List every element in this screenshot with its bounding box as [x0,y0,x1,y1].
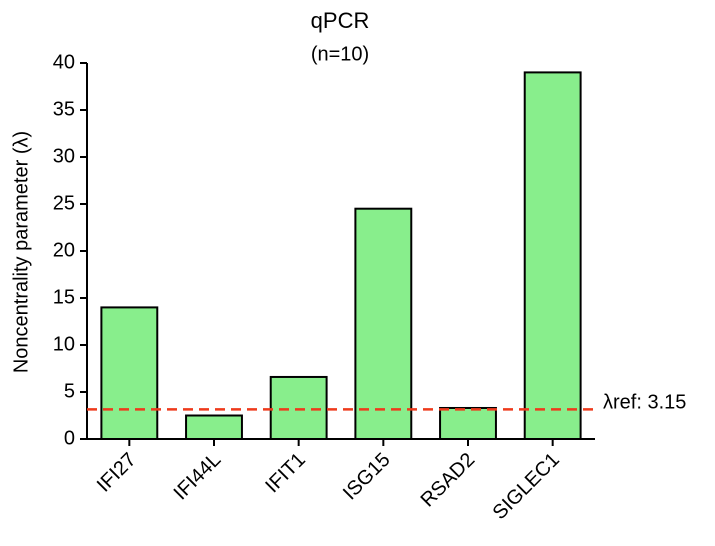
chart-subtitle: (n=10) [311,43,369,65]
y-tick-label: 40 [53,51,75,73]
y-axis-label: Noncentrality parameter (λ) [10,131,32,373]
bar [523,71,582,441]
x-tick-label: RSAD2 [417,449,480,512]
y-tick-label: 25 [53,192,75,214]
y-tick-label: 30 [53,145,75,167]
y-tick-label: 15 [53,286,75,308]
reference-label: λref: 3.15 [603,392,686,414]
y-tick-label: 10 [53,333,75,355]
y-tick-label: 20 [53,239,75,261]
x-tick-label: ISG15 [339,449,395,505]
bar [354,207,413,440]
bar [439,406,497,441]
bar [185,414,243,440]
y-tick-label: 5 [64,380,75,402]
bar [269,375,328,440]
y-tick-label: 35 [53,98,75,120]
x-tick-label: IFI27 [93,449,141,497]
y-tick-label: 0 [64,427,75,449]
x-tick-label: IFIT1 [261,449,310,498]
bar [100,306,159,440]
x-tick-label: IFI44L [170,449,226,505]
chart-title: qPCR [311,8,370,33]
x-tick-label: SIGLEC1 [489,449,564,524]
